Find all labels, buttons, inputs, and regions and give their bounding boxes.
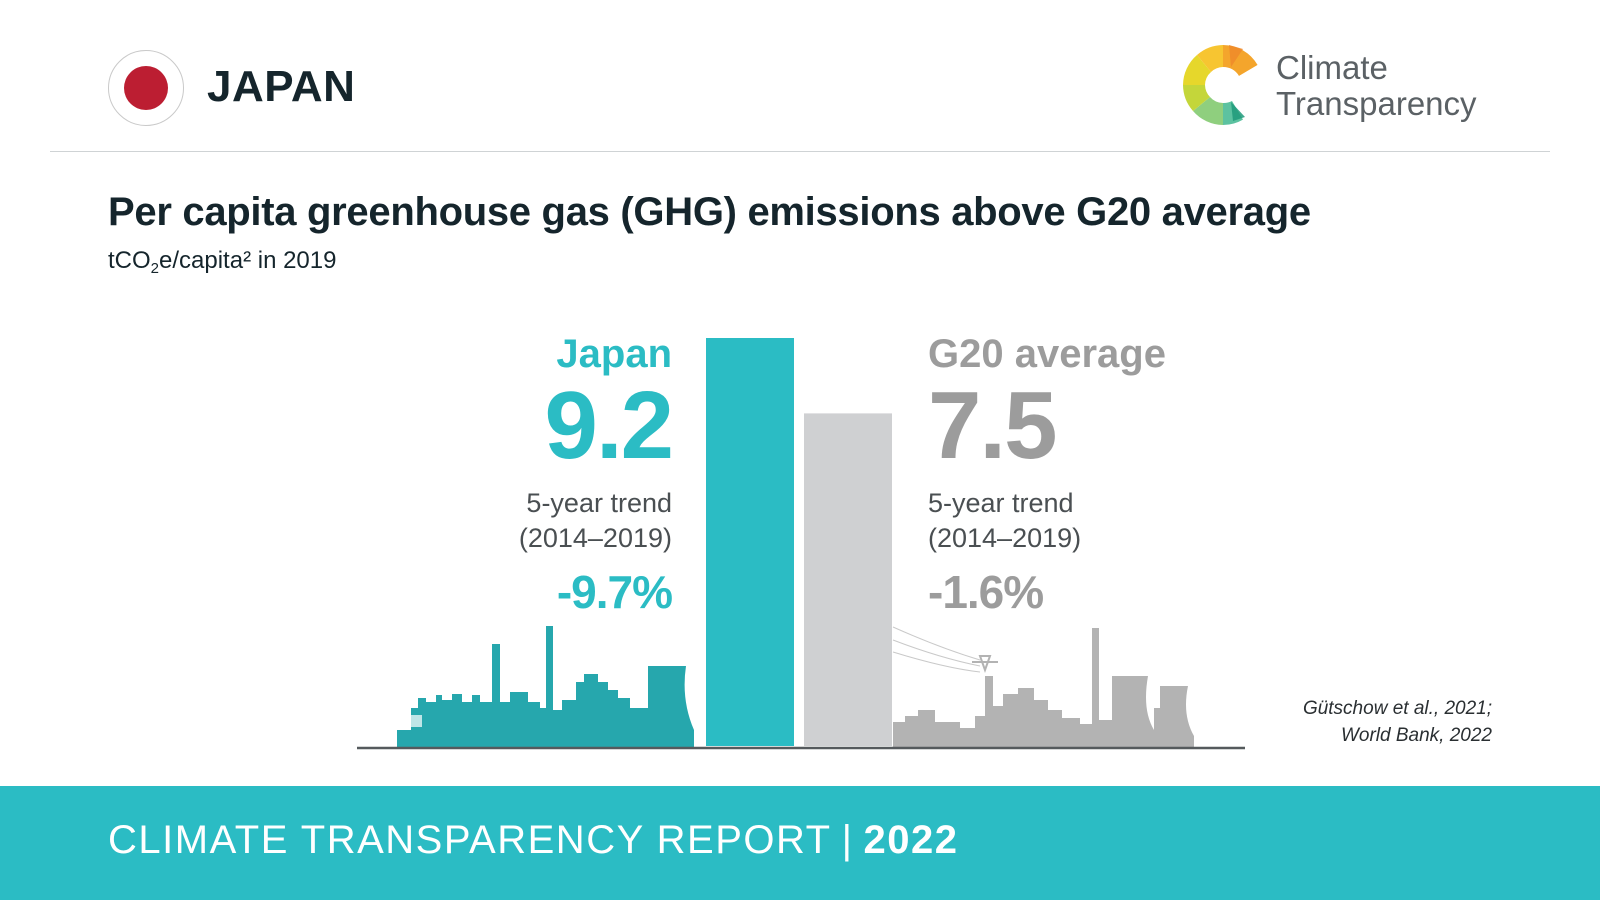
japan-series-label: Japan xyxy=(556,332,672,376)
japan-trend-line-2: (2014–2019) xyxy=(518,523,672,553)
source-line-2: World Bank, 2022 xyxy=(1340,725,1492,746)
g20-trend-value: -1.6% xyxy=(928,566,1044,618)
g20-label-block: G20 average 7.5 5-year trend (2014–2019)… xyxy=(928,290,1248,760)
g20-value-label: 7.5 xyxy=(928,372,1057,479)
chart-subtitle: tCO2e/capita² in 2019 xyxy=(108,247,336,277)
g20-trend-line-1: 5-year trend xyxy=(928,488,1074,518)
chart-svg xyxy=(357,338,1245,750)
japan-industry-silhouette xyxy=(397,626,694,747)
country-name: JAPAN xyxy=(207,62,356,111)
japan-label-block: Japan 9.2 5-year trend (2014–2019) -9.7% xyxy=(352,290,674,760)
footer-banner: CLIMATE TRANSPARENCY REPORT | 2022 xyxy=(0,786,1600,900)
bar-japan xyxy=(706,338,794,746)
chart-area: Japan 9.2 5-year trend (2014–2019) -9.7%… xyxy=(0,290,1600,760)
subtitle-unit-pre: tCO xyxy=(108,247,151,274)
climate-transparency-logo: Climate Transparency xyxy=(1180,42,1500,128)
logo-text: Climate Transparency xyxy=(1276,50,1477,122)
flag-disc xyxy=(124,66,168,110)
climate-transparency-logo-icon xyxy=(1183,45,1263,125)
japan-trend-value: -9.7% xyxy=(556,566,673,618)
g20-trend-label: 5-year trend (2014–2019) xyxy=(928,486,1081,556)
g20-industry-silhouette xyxy=(892,626,1194,747)
footer-separator: | xyxy=(841,818,854,862)
japan-trend-label: 5-year trend (2014–2019) xyxy=(519,486,672,556)
chart-title: Per capita greenhouse gas (GHG) emission… xyxy=(108,190,1311,234)
g20-series-label: G20 average xyxy=(928,332,1166,376)
logo-line-2: Transparency xyxy=(1276,85,1477,122)
japan-value-label: 9.2 xyxy=(544,372,674,479)
source-line-1: Gütschow et al., 2021; xyxy=(1302,698,1492,719)
header: JAPAN Climate Transparency xyxy=(0,0,1600,152)
subtitle-unit-subscript: 2 xyxy=(150,260,160,277)
japan-trend-line-1: 5-year trend xyxy=(526,488,672,518)
japan-flag-icon xyxy=(108,50,184,126)
logo-line-1: Climate xyxy=(1276,49,1388,86)
subtitle-unit-post: e/capita² in 2019 xyxy=(159,247,337,274)
footer-report-name: CLIMATE TRANSPARENCY REPORT xyxy=(108,818,832,862)
bars-group xyxy=(706,338,892,746)
footer-text: CLIMATE TRANSPARENCY REPORT | 2022 xyxy=(108,818,958,863)
source-note: Gütschow et al., 2021; World Bank, 2022 xyxy=(1303,695,1492,749)
footer-year: 2022 xyxy=(863,818,959,862)
bar-g20-average xyxy=(804,413,892,746)
g20-trend-line-2: (2014–2019) xyxy=(928,523,1082,553)
header-divider xyxy=(50,151,1550,152)
